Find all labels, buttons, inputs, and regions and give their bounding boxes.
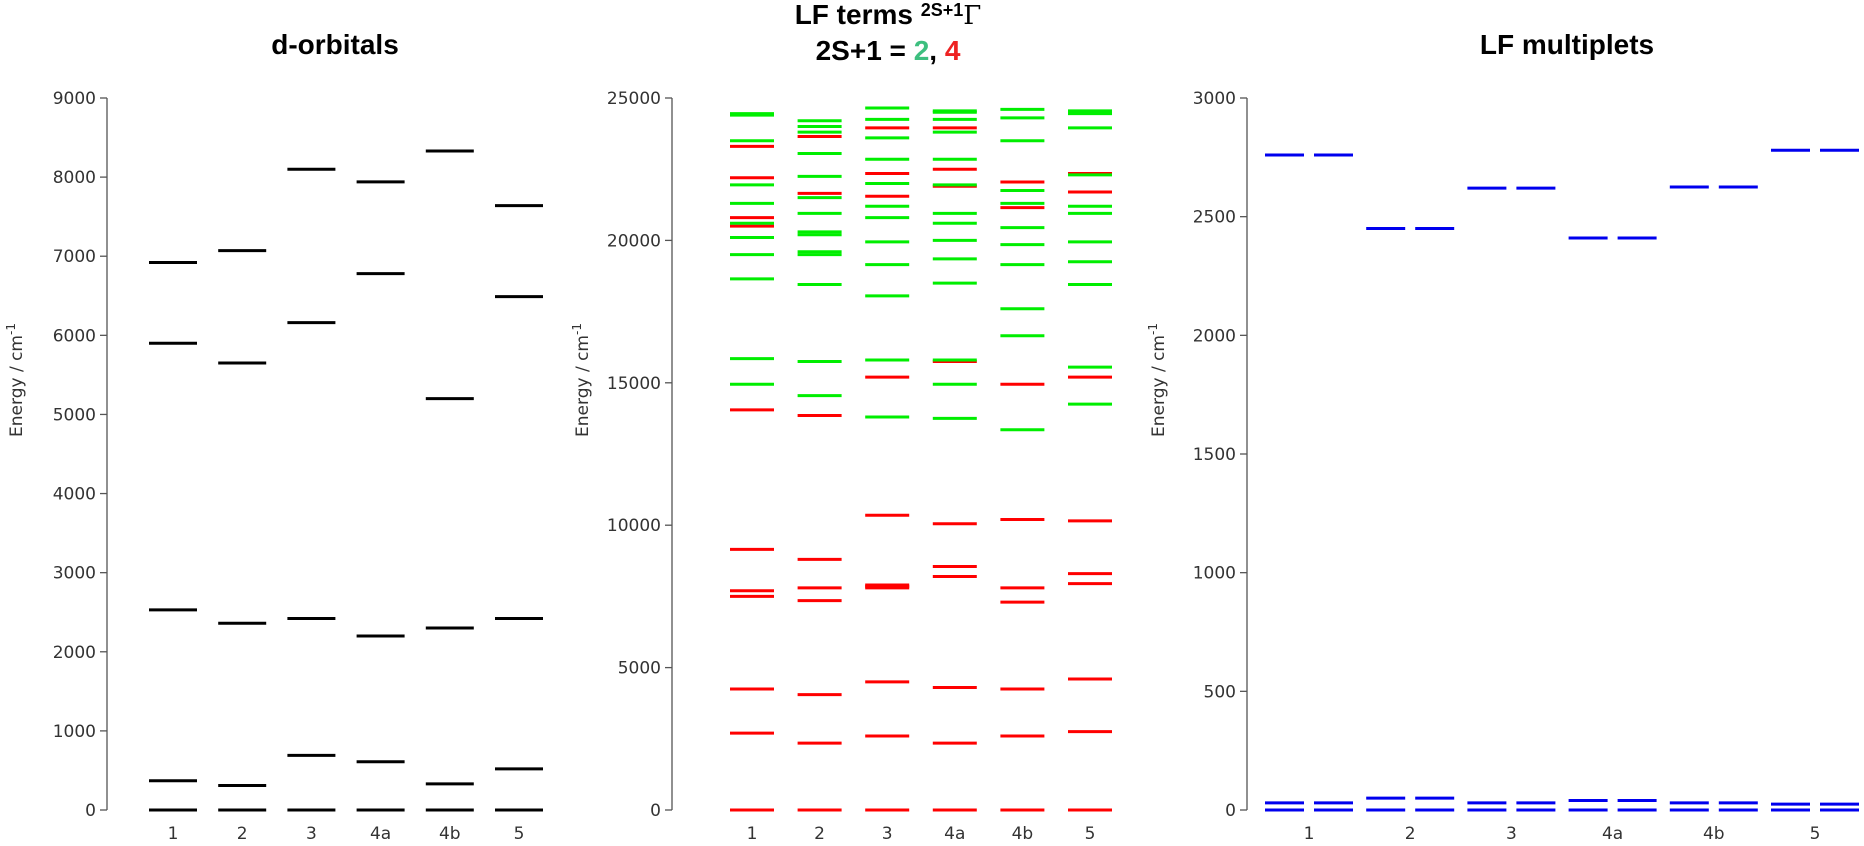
chart-title: LF terms 2S+1Γ bbox=[795, 0, 982, 31]
x-tick-label: 4a bbox=[1602, 824, 1623, 844]
y-tick-label: 3000 bbox=[1193, 89, 1236, 109]
y-tick-label: 0 bbox=[1225, 801, 1236, 821]
x-tick-label: 4b bbox=[439, 824, 461, 844]
chart-subtitle: 2S+1 = 2, 4 bbox=[816, 35, 961, 66]
y-tick-label: 6000 bbox=[53, 326, 96, 346]
y-tick-label: 2500 bbox=[1193, 208, 1236, 228]
y-axis-label: Energy / cm-1 bbox=[4, 323, 27, 437]
x-tick-label: 1 bbox=[168, 824, 179, 844]
x-tick-label: 3 bbox=[882, 824, 893, 844]
x-tick-label: 2 bbox=[237, 824, 248, 844]
x-tick-label: 5 bbox=[1085, 824, 1096, 844]
y-tick-label: 0 bbox=[85, 801, 96, 821]
y-tick-label: 2000 bbox=[53, 643, 96, 663]
x-tick-label: 2 bbox=[1405, 824, 1416, 844]
y-tick-label: 1500 bbox=[1193, 445, 1236, 465]
x-tick-label: 5 bbox=[514, 824, 525, 844]
chart-title: d-orbitals bbox=[271, 29, 399, 60]
y-tick-label: 500 bbox=[1204, 682, 1236, 702]
y-tick-label: 5000 bbox=[53, 405, 96, 425]
x-tick-label: 3 bbox=[306, 824, 317, 844]
x-tick-label: 2 bbox=[814, 824, 825, 844]
x-tick-label: 5 bbox=[1810, 824, 1821, 844]
subtitle-quartet: 4 bbox=[945, 35, 961, 66]
y-tick-label: 9000 bbox=[53, 89, 96, 109]
y-tick-label: 2000 bbox=[1193, 326, 1236, 346]
y-tick-label: 25000 bbox=[607, 89, 661, 109]
x-tick-label: 3 bbox=[1506, 824, 1517, 844]
panel-d-orbitals: d-orbitals Energy / cm-1 0 1000 2000 3000 40… bbox=[4, 29, 543, 844]
y-tick-label: 1000 bbox=[53, 722, 96, 742]
y-tick-label: 3000 bbox=[53, 564, 96, 584]
x-tick-label: 4a bbox=[944, 824, 965, 844]
title-superscript: 2S+1 bbox=[921, 0, 964, 20]
y-tick-label: 4000 bbox=[53, 485, 96, 505]
panel-lf-terms: LF terms 2S+1Γ 2S+1 = 2, 4 Energy / cm-1… bbox=[570, 0, 1112, 844]
y-tick-label: 8000 bbox=[53, 168, 96, 188]
title-gamma: Γ bbox=[963, 1, 981, 31]
x-tick-label: 1 bbox=[747, 824, 758, 844]
y-tick-label: 5000 bbox=[618, 659, 661, 679]
subtitle-doublet: 2 bbox=[914, 35, 930, 66]
x-tick-label: 1 bbox=[1304, 824, 1315, 844]
y-tick-label: 1000 bbox=[1193, 564, 1236, 584]
x-tick-label: 4b bbox=[1703, 824, 1725, 844]
y-tick-label: 7000 bbox=[53, 247, 96, 267]
y-axis-label: Energy / cm-1 bbox=[1146, 323, 1169, 437]
x-tick-label: 4a bbox=[370, 824, 391, 844]
x-tick-label: 4b bbox=[1012, 824, 1034, 844]
y-tick-label: 10000 bbox=[607, 516, 661, 536]
y-axis-label: Energy / cm-1 bbox=[570, 323, 593, 437]
panel-lf-multiplets: LF multiplets Energy / cm-1 0 500 1000 1500… bbox=[1146, 29, 1859, 844]
y-tick-label: 0 bbox=[650, 801, 661, 821]
y-tick-label: 15000 bbox=[607, 374, 661, 394]
y-tick-label: 20000 bbox=[607, 231, 661, 251]
chart-title: LF multiplets bbox=[1480, 29, 1654, 60]
